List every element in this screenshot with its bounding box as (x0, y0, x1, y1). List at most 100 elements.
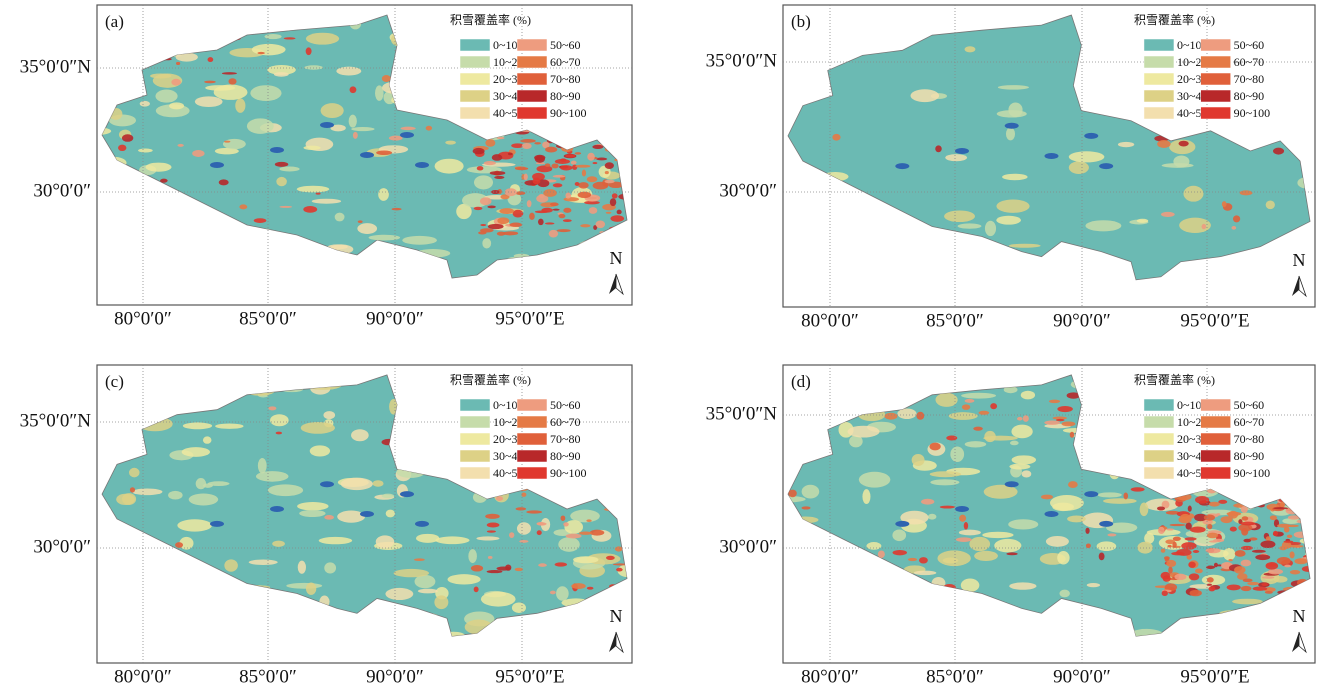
snow-patch (318, 536, 353, 545)
lake (1084, 132, 1099, 139)
snow-patch (1272, 530, 1278, 537)
snow-patch (534, 142, 541, 145)
snow-patch (573, 556, 599, 564)
snow-patch (612, 563, 627, 566)
snow-patch (1241, 516, 1249, 521)
legend-label: 30~40 (493, 449, 524, 463)
snow-patch (486, 570, 503, 574)
legend-swatch (1143, 449, 1175, 463)
snow-patch (519, 540, 529, 543)
snow-patch (171, 78, 181, 86)
snow-patch (323, 411, 336, 420)
snow-patch (434, 595, 449, 610)
lake (1099, 163, 1114, 170)
snow-patch (1217, 564, 1223, 567)
snow-patch (545, 146, 558, 153)
snow-patch (581, 169, 587, 177)
snow-patch (1276, 556, 1291, 565)
map-panel: (a) 35°0′0″N 30°0′0″ 80°0′0″ 85°0′0″ 90°0′0″ 9… (20, 4, 633, 329)
lake (1084, 491, 1099, 498)
snow-patch (480, 223, 487, 227)
legend-label: 80~90 (550, 89, 581, 103)
snow-patch (378, 188, 389, 201)
snow-patch (507, 152, 513, 156)
snow-patch (849, 435, 863, 448)
lake (1099, 520, 1114, 527)
snow-patch (604, 162, 614, 169)
legend-swatch (459, 398, 491, 412)
snow-patch (223, 140, 231, 143)
snow-patch (1240, 506, 1248, 513)
snow-patch (990, 403, 998, 410)
longitude-label: 90°0′0″ (366, 666, 424, 687)
snow-patch (447, 574, 481, 585)
snow-patch (584, 200, 600, 205)
legend-swatch (1200, 449, 1231, 463)
snow-patch (921, 498, 935, 505)
snow-patch (1009, 440, 1019, 446)
snow-patch (504, 188, 517, 197)
snow-patch (476, 166, 484, 171)
snow-patch (1183, 185, 1204, 202)
snow-patch (1107, 533, 1117, 537)
snow-patch (984, 220, 997, 237)
snow-patch (544, 222, 555, 225)
snow-patch (1261, 576, 1275, 579)
snow-patch (194, 96, 223, 108)
legend-swatch (516, 72, 548, 86)
snow-patch (964, 398, 975, 403)
snow-patch (571, 583, 586, 590)
snow-patch (1287, 515, 1301, 520)
snow-patch (267, 64, 296, 75)
legend-label: 10~20 (1177, 55, 1208, 69)
north-label: N (610, 606, 623, 626)
snow-patch (218, 179, 229, 186)
snow-patch (1231, 226, 1237, 230)
snow-patch (538, 563, 547, 567)
snow-patch (614, 546, 623, 552)
snow-patch (246, 118, 274, 134)
snow-patch (181, 447, 211, 457)
snow-patch (330, 124, 346, 132)
snow-patch (1168, 566, 1173, 574)
latitude-label: 35°0′0″N (706, 50, 778, 71)
snow-patch (372, 480, 384, 487)
snow-patch (847, 425, 880, 438)
lake (954, 506, 969, 513)
snow-patch (1269, 515, 1277, 521)
snow-patch (297, 502, 329, 511)
snow-patch (964, 441, 987, 448)
legend-swatch (516, 106, 548, 120)
snow-patch (1232, 598, 1263, 605)
snow-patch (255, 471, 289, 482)
snow-patch (169, 102, 185, 110)
snow-patch (964, 46, 976, 53)
snow-patch (969, 536, 991, 552)
legend-swatch (459, 72, 491, 86)
legend-swatch (516, 398, 548, 412)
snow-patch (297, 560, 306, 574)
lake (895, 163, 910, 170)
snow-patch (357, 223, 378, 234)
snow-patch (950, 446, 965, 462)
snow-patch (575, 164, 591, 168)
snow-patch (337, 510, 366, 523)
longitude-label: 80°0′0″ (114, 666, 172, 687)
snow-patch (1264, 591, 1273, 594)
north-arrow (615, 273, 624, 296)
snow-patch (435, 536, 470, 545)
snow-patch (929, 471, 962, 478)
snow-patch (324, 562, 337, 574)
snow-patch (548, 229, 559, 238)
legend-swatch (516, 432, 548, 446)
snow-patch (128, 467, 140, 478)
north-arrow (615, 631, 624, 654)
legend-swatch (1200, 398, 1231, 412)
snow-patch (939, 505, 955, 509)
longitude-label: 80°0′0″ (801, 310, 859, 331)
snow-patch (1218, 499, 1228, 504)
north-label: N (610, 248, 623, 268)
snow-patch (593, 225, 598, 230)
north-arrow (1292, 632, 1299, 652)
